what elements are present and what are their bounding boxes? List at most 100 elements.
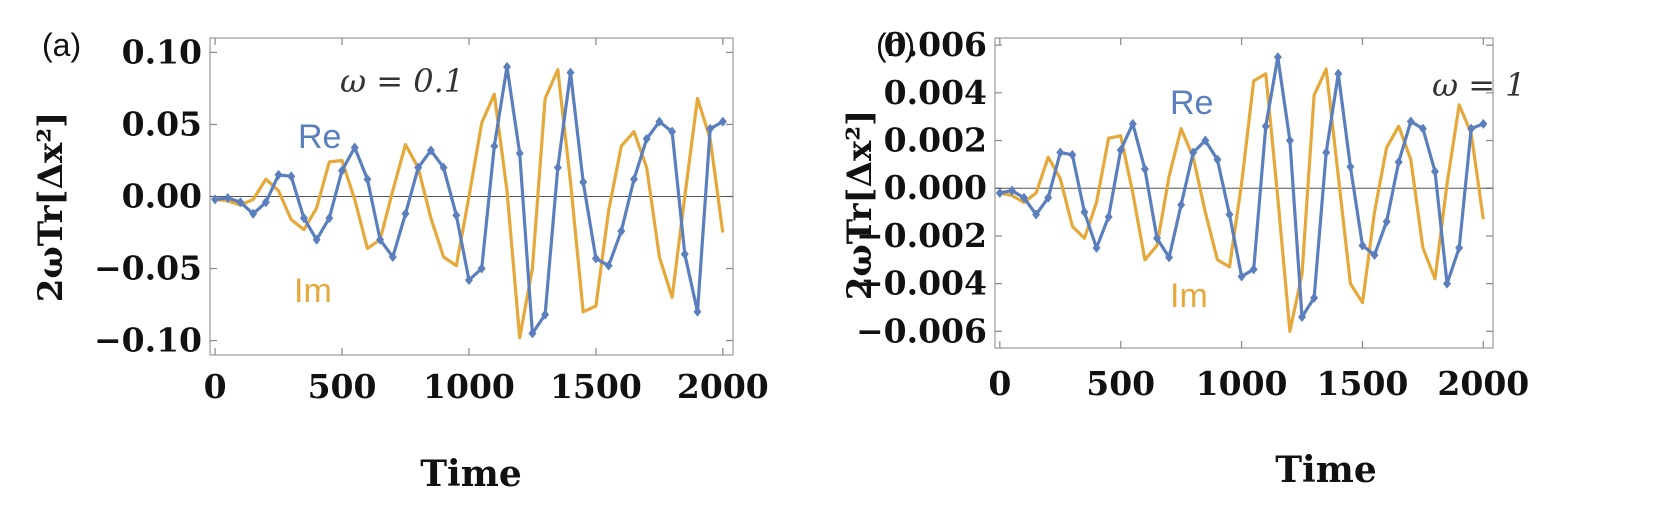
panel-a-series-re-point — [490, 141, 499, 152]
panel-b-series-re-point — [1068, 149, 1077, 160]
panel-a-series-re-point — [477, 263, 486, 274]
panel-b-series-re-point — [1334, 68, 1343, 79]
panel-b-series-re-point — [1116, 145, 1125, 156]
panel-a-series-re-point — [325, 213, 334, 224]
panel-b-xlabel: Time — [1275, 449, 1376, 491]
panel-b-ytick-label: −0.004 — [856, 264, 987, 303]
panel-b-series-re-point — [1455, 242, 1464, 253]
panel-a-ytick-label: −0.10 — [94, 321, 202, 360]
panel-b-xtick-label: 1500 — [1317, 364, 1409, 403]
panel-a-series-re-point — [617, 226, 626, 237]
panel-a-series-re-point — [274, 169, 283, 180]
panel-b-series-label-im: Im — [1170, 277, 1208, 315]
panel-b-series-re-point — [1213, 154, 1222, 165]
panel-b-ytick-label: 0.006 — [884, 25, 987, 64]
panel-a-series-re-point — [363, 174, 372, 185]
panel-b-series-re-point — [1310, 292, 1319, 303]
panel-a-series-re-point — [668, 126, 677, 137]
panel-b-series-re-point — [1394, 157, 1403, 167]
panel-a-series-re-point — [350, 142, 359, 153]
panel-b-series-im-line — [999, 67, 1485, 333]
panel-a-xlabel: Time — [420, 453, 521, 495]
panel-a-xtick-label: 500 — [308, 367, 377, 406]
panel-a-ytick-label: 0.00 — [122, 177, 202, 216]
panel-a-series-re-point — [553, 162, 562, 173]
panel-a-series-re-point — [426, 145, 435, 156]
panel-b-series-re-point — [995, 188, 1004, 198]
panel-a-series-re-point — [693, 306, 702, 317]
panel-b-series-re-point — [1225, 209, 1234, 220]
panel-b-series-re-point — [1382, 216, 1391, 227]
panel-b-series-re-point — [1237, 271, 1246, 282]
panel-a-xtick-label: 1500 — [550, 367, 642, 406]
panel-b-series-re-point — [1152, 233, 1161, 244]
panel-a-series-re-point — [388, 252, 397, 263]
panel-a-xtick-label: 1000 — [423, 367, 515, 406]
panel-a-series-re-point — [655, 116, 664, 127]
panel-a-series-label-im: Im — [294, 272, 332, 310]
panel-a-series-re-point — [439, 162, 448, 173]
panel-a: (a) 2ωTr[Δx²] Time ω = 0.1 Re Im 0.10 0.0… — [31, 27, 769, 495]
panel-a-series-re-point — [515, 148, 524, 159]
panel-b-series-re-point — [1020, 192, 1029, 203]
panel-b-series-re-point — [1273, 52, 1282, 63]
panel-b-series-re-point — [1032, 209, 1041, 220]
panel-a-series-re-point — [718, 116, 727, 127]
panel-a-series-label-re: Re — [298, 118, 341, 156]
panel-b-xtick-label: 2000 — [1437, 364, 1529, 403]
panel-b-label: (b) — [876, 27, 915, 63]
panel-a-ylabel: 2ωTr[Δx²] — [31, 112, 71, 303]
panel-b-series-re-point — [1346, 161, 1355, 172]
panel-a-series-re-point — [312, 234, 321, 245]
panel-b-series-re-point — [1007, 185, 1016, 196]
panel-a-series-re-point — [236, 197, 245, 208]
panel-a-series-re-point — [706, 123, 715, 134]
panel-a-series-re-point — [579, 177, 588, 188]
panel-b-series-re-point — [1443, 278, 1452, 289]
panel-a-series-re-point — [503, 61, 512, 72]
panel-b-series-re-point — [1261, 121, 1270, 132]
panel-b-ytick-label: 0.000 — [884, 168, 987, 207]
panel-b-ytick-label: −0.006 — [856, 311, 987, 350]
panel-a-series-im-line — [214, 68, 725, 340]
panel-b-series-re-point — [1467, 123, 1476, 134]
panel-b-series-label-re: Re — [1170, 84, 1213, 122]
panel-b-plot-frame — [994, 37, 1494, 349]
panel-a-xtick-label: 2000 — [677, 367, 769, 406]
panel-a-series-re-point — [249, 208, 258, 219]
panel-a-ytick-label: 0.10 — [122, 32, 202, 71]
panel-b-series-re-point — [1358, 240, 1367, 251]
panel-a-series-re-point — [376, 234, 385, 245]
panel-b-series-re-point — [1285, 135, 1294, 146]
panel-b-series-re-point — [1165, 252, 1174, 263]
panel-b-series-re-point — [1140, 164, 1149, 175]
panel-a-series-re-point — [528, 328, 537, 339]
panel-a-series-re-point — [299, 213, 308, 224]
panel-a-series-re-point — [287, 171, 296, 182]
panel-b-series-re-point — [1249, 264, 1258, 275]
panel-a-series-re-point — [591, 253, 600, 264]
panel-b-series-re-point — [1406, 116, 1415, 127]
panel-a-ytick-label: 0.05 — [122, 104, 202, 143]
panel-b-series-re-point — [1430, 166, 1439, 177]
panel-b-series-re-point — [1201, 135, 1210, 146]
panel-b-series-re-point — [1044, 192, 1053, 203]
panel-b-series-re-point — [1322, 147, 1331, 158]
panel-b-omega-annotation: ω = 1 — [1432, 66, 1526, 104]
panel-a-series-re-point — [452, 210, 461, 221]
panel-b: (b) 2ωTr[Δx²] Time ω = 1 Re Im 0.006 0.00… — [840, 25, 1529, 491]
panel-b-series-re-point — [1189, 147, 1198, 158]
panel-b-ytick-label: 0.002 — [884, 121, 987, 160]
panel-a-series-re-point — [642, 133, 651, 144]
panel-a-series-re-point — [223, 192, 232, 203]
panel-a-series-re-point — [414, 162, 423, 173]
panel-b-xtick-label: 500 — [1086, 364, 1155, 403]
panel-b-series-re-point — [1104, 211, 1113, 222]
panel-b-series-re-point — [1092, 242, 1101, 253]
panel-b-ytick-label: −0.002 — [856, 216, 987, 255]
panel-a-series-re-point — [566, 67, 575, 78]
panel-b-xtick-label: 0 — [988, 364, 1011, 403]
panel-a-series-re-point — [541, 309, 550, 320]
panel-a-xtick-label: 0 — [204, 367, 227, 406]
